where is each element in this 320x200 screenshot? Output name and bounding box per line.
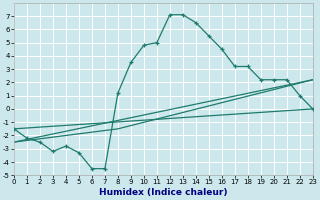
X-axis label: Humidex (Indice chaleur): Humidex (Indice chaleur) — [99, 188, 228, 197]
